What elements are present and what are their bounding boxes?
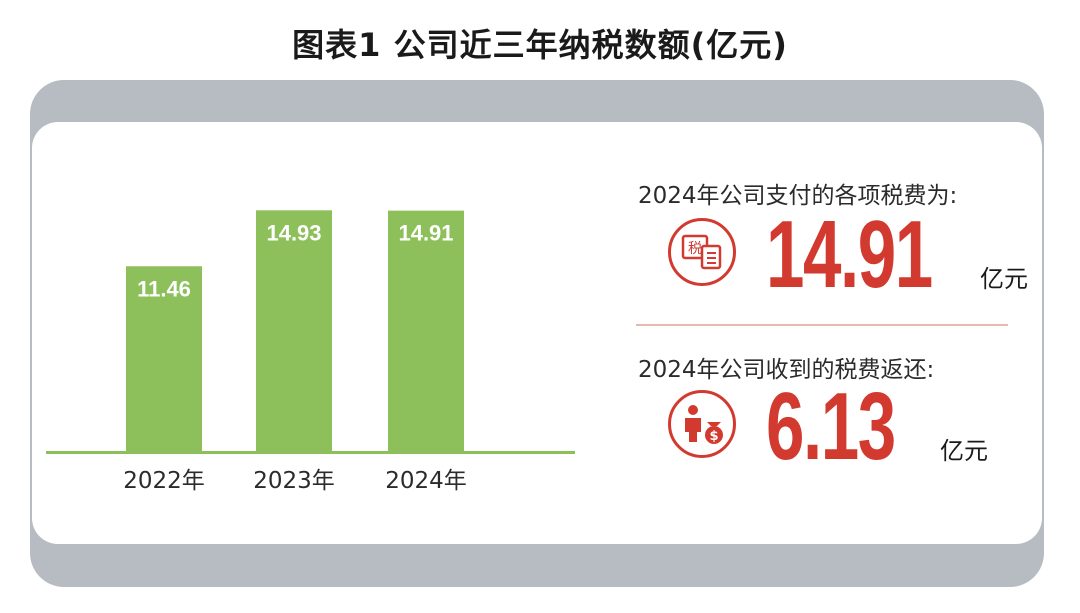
chart-title: 图表1 公司近三年纳税数额(亿元): [292, 26, 788, 64]
tax-document-icon: 税: [668, 218, 736, 287]
tax-paid-value: 14.91: [766, 201, 933, 308]
data-label-2022年: 11.46: [137, 276, 191, 301]
bar-chart: 11.46 14.93 14.91 2022年 2023年 2024年: [46, 210, 575, 494]
tax-paid-label: 2024年公司支付的各项税费为:: [638, 183, 958, 209]
data-label-2024年: 14.91: [398, 221, 453, 246]
dollar-sign: $: [709, 429, 718, 444]
bar-2024年: [388, 210, 464, 451]
tax-paid-stat: 税 14.91 亿元: [668, 201, 1028, 308]
x-tick-label-2024年: 2024年: [385, 468, 467, 494]
bar-2022年: [126, 266, 202, 451]
x-tick-label-2022年: 2022年: [123, 468, 205, 494]
bar-2023年: [256, 210, 332, 451]
tax-refund-label: 2024年公司收到的税费返还:: [638, 357, 935, 383]
tax-char: 税: [688, 241, 702, 257]
stats-divider: [636, 324, 1008, 326]
tax-paid-unit: 亿元: [980, 265, 1028, 294]
person-moneybag-icon: $: [668, 390, 736, 459]
tax-refund-value: 6.13: [766, 373, 896, 480]
tax-refund-unit: 亿元: [940, 437, 988, 466]
tax-refund-stat: $ 6.13 亿元: [668, 373, 988, 480]
data-label-2023年: 14.93: [266, 220, 321, 245]
x-tick-label-2023年: 2023年: [253, 468, 335, 494]
